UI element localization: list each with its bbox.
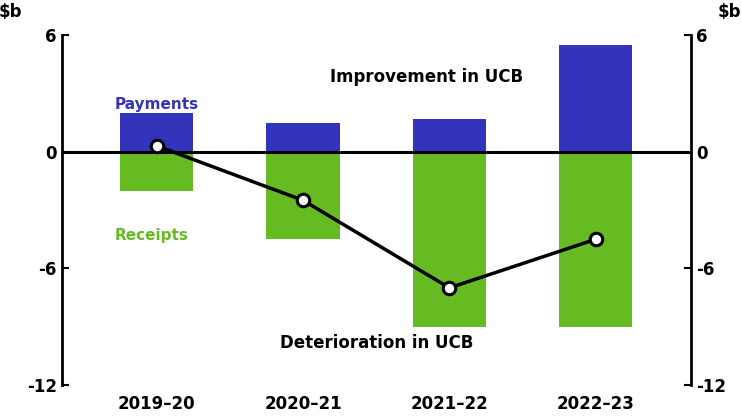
Bar	[559, 45, 632, 152]
Text: Improvement in UCB: Improvement in UCB	[330, 68, 523, 86]
Text: Receipts: Receipts	[115, 228, 189, 243]
Bar	[559, 152, 632, 327]
Bar	[413, 152, 486, 327]
Bar	[120, 113, 193, 152]
Bar	[267, 123, 339, 152]
Bar	[120, 152, 193, 191]
Text: $b: $b	[718, 3, 741, 21]
Text: Deterioration in UCB: Deterioration in UCB	[279, 334, 473, 352]
Text: $b: $b	[0, 3, 22, 21]
Bar	[413, 119, 486, 152]
Bar	[267, 152, 339, 239]
Text: Payments: Payments	[115, 97, 199, 112]
